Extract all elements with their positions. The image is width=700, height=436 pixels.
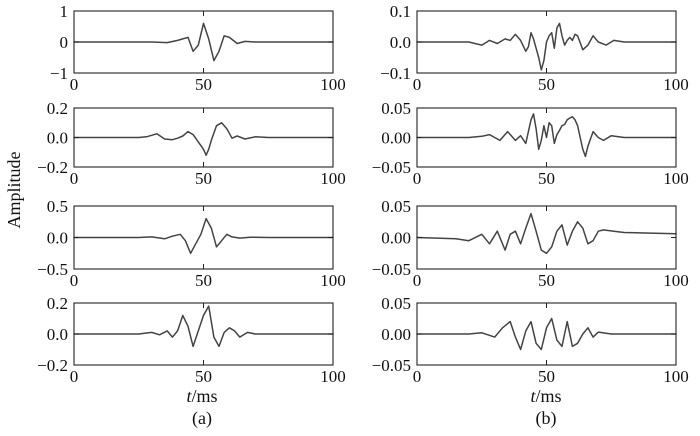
y-tick-label-b3-2: 0.05	[381, 197, 411, 216]
panel-a1: 0 50 100−101	[50, 2, 346, 94]
x-tick-label-a3-1: 50	[195, 271, 212, 290]
y-tick-label-b3-0: −0.05	[372, 260, 411, 279]
x-tick-label-a1-0: 0	[70, 75, 79, 94]
x-tick-label-b2-1: 50	[538, 169, 555, 188]
y-tick-label-a2-2: 0.2	[47, 99, 68, 118]
panel-b4: 0 50 100 −0.05 0.00 0.05	[372, 294, 689, 386]
x-tick-label-a2-2: 100	[320, 169, 346, 188]
waveform-b4	[416, 317, 677, 351]
y-tick-label-b2-1: 0.00	[381, 129, 411, 148]
waveform-a4	[73, 305, 334, 348]
waveform-b1	[416, 22, 677, 71]
x-tick-label-a3-2: 100	[320, 271, 346, 290]
x-tick-label-b1-0: 0	[413, 75, 422, 94]
x-tick-label-b1-1: 50	[538, 75, 555, 94]
waveform-b2	[416, 113, 677, 158]
y-tick-label-a1-2: 1	[60, 2, 69, 21]
x-tick-label-a3-0: 0	[70, 271, 79, 290]
y-tick-label-a4-1: 0.0	[47, 325, 68, 344]
y-tick-label-b1-1: 0.0	[390, 33, 411, 52]
waveform-a3	[73, 217, 334, 255]
y-tick-label-b1-2: 0.1	[390, 2, 411, 21]
y-tick-label-b4-2: 0.05	[381, 294, 411, 313]
caption-b: (b)	[536, 408, 557, 429]
y-tick-label-a4-2: 0.2	[47, 294, 68, 313]
x-tick-label-b4-1: 50	[538, 367, 555, 386]
panel-a2: 0 50 100 −0.2 0.0 0.2	[37, 99, 346, 188]
y-tick-label-a1-0: −1	[50, 64, 68, 83]
x-tick-label-b4-2: 100	[663, 367, 689, 386]
y-tick-label-a3-1: 0.0	[47, 229, 68, 248]
x-axis-label-italic-b: t	[530, 386, 536, 406]
x-tick-label-a2-0: 0	[70, 169, 79, 188]
x-tick-label-a2-1: 50	[195, 169, 212, 188]
x-tick-label-a4-1: 50	[195, 367, 212, 386]
y-tick-label-b4-0: −0.05	[372, 356, 411, 375]
x-axis-label-unit-b: /ms	[536, 386, 562, 406]
x-axis-label-unit-a: /ms	[192, 386, 218, 406]
panel-b1: 0 50 100 −0.1 0.0 0.1	[380, 2, 689, 94]
x-tick-label-b3-2: 100	[663, 271, 689, 290]
x-tick-label-b3-0: 0	[413, 271, 422, 290]
x-axis-label-a: t/ms	[186, 386, 217, 406]
x-axis-label-italic-a: t	[186, 386, 192, 406]
y-tick-label-a3-2: 0.5	[47, 197, 68, 216]
x-tick-label-a1-1: 50	[195, 75, 212, 94]
x-axis-label-b: t/ms	[530, 386, 561, 406]
x-tick-label-a4-0: 0	[70, 367, 79, 386]
waveform-b3	[416, 212, 677, 255]
x-tick-label-a4-2: 100	[320, 367, 346, 386]
y-tick-label-b3-1: 0.00	[381, 229, 411, 248]
x-tick-label-b2-0: 0	[413, 169, 422, 188]
x-tick-label-b1-2: 100	[663, 75, 689, 94]
panel-a4: 0 50 100 −0.2 0.0 0.2	[37, 294, 346, 386]
x-tick-label-b3-1: 50	[538, 271, 555, 290]
x-tick-label-b4-0: 0	[413, 367, 422, 386]
waveform-a2	[73, 122, 334, 156]
y-tick-label-a2-1: 0.0	[47, 129, 68, 148]
y-tick-label-a3-0: −0.5	[37, 260, 68, 279]
caption-a: (a)	[192, 408, 212, 429]
x-tick-label-a1-2: 100	[320, 75, 346, 94]
y-tick-label-b2-2: 0.05	[381, 99, 411, 118]
y-tick-label-a1-1: 0	[60, 33, 69, 52]
y-tick-label-b1-0: −0.1	[380, 64, 411, 83]
y-tick-label-b2-0: −0.05	[372, 158, 411, 177]
y-tick-label-b4-1: 0.00	[381, 325, 411, 344]
plot-frame-b3	[416, 205, 677, 270]
y-tick-label-a4-0: −0.2	[37, 356, 68, 375]
panel-b2: 0 50 100 −0.05 0.00 0.05	[372, 99, 689, 188]
waveform-a1	[73, 22, 334, 62]
panel-a3: 0 50 100 −0.5 0.0 0.5	[37, 197, 346, 290]
x-tick-label-b2-2: 100	[663, 169, 689, 188]
panel-b3: 0 50 100 −0.05 0.00 0.05	[372, 197, 689, 290]
y-axis-label: Amplitude	[4, 151, 24, 228]
y-tick-label-a2-0: −0.2	[37, 158, 68, 177]
